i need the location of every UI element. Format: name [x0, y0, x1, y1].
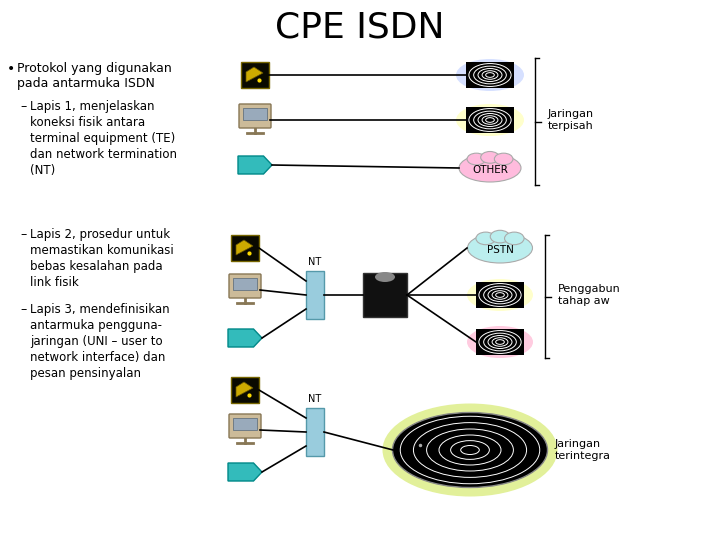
Text: Penggabun
tahap aw: Penggabun tahap aw	[558, 284, 621, 306]
FancyBboxPatch shape	[476, 282, 524, 308]
Ellipse shape	[476, 232, 495, 245]
FancyBboxPatch shape	[363, 273, 407, 317]
FancyBboxPatch shape	[241, 62, 269, 88]
Ellipse shape	[467, 326, 533, 358]
FancyBboxPatch shape	[466, 62, 514, 88]
Ellipse shape	[467, 279, 533, 311]
Ellipse shape	[467, 153, 486, 165]
Text: Lapis 3, mendefinisikan
antarmuka pengguna-
jaringan (UNI – user to
network inte: Lapis 3, mendefinisikan antarmuka penggu…	[30, 303, 170, 380]
Text: Lapis 1, menjelaskan
koneksi fisik antara
terminal equipment (TE)
dan network te: Lapis 1, menjelaskan koneksi fisik antar…	[30, 100, 177, 177]
Text: –: –	[20, 100, 26, 113]
Text: –: –	[20, 303, 26, 316]
Ellipse shape	[382, 403, 557, 496]
Text: OTHER: OTHER	[472, 165, 508, 175]
Text: –: –	[20, 228, 26, 241]
Ellipse shape	[495, 153, 513, 165]
FancyBboxPatch shape	[233, 418, 257, 430]
Text: NT: NT	[308, 257, 322, 267]
Text: Jaringan
terpisah: Jaringan terpisah	[548, 109, 594, 131]
Text: Jaringan
terintegra: Jaringan terintegra	[555, 439, 611, 461]
FancyBboxPatch shape	[306, 408, 324, 456]
Ellipse shape	[505, 232, 524, 245]
Polygon shape	[238, 156, 272, 174]
Text: Protokol yang digunakan
pada antarmuka ISDN: Protokol yang digunakan pada antarmuka I…	[17, 62, 172, 90]
Ellipse shape	[392, 413, 547, 488]
FancyBboxPatch shape	[233, 278, 257, 290]
Text: •: •	[7, 62, 15, 76]
FancyBboxPatch shape	[243, 108, 267, 120]
Text: PSTN: PSTN	[487, 245, 513, 255]
Polygon shape	[228, 463, 262, 481]
Ellipse shape	[459, 154, 521, 182]
Polygon shape	[236, 382, 253, 397]
FancyBboxPatch shape	[476, 329, 524, 355]
FancyBboxPatch shape	[231, 377, 259, 403]
Ellipse shape	[375, 272, 395, 282]
Ellipse shape	[456, 59, 524, 91]
Polygon shape	[236, 240, 253, 255]
Ellipse shape	[467, 233, 533, 263]
FancyBboxPatch shape	[231, 235, 259, 261]
Text: Lapis 2, prosedur untuk
memastikan komunikasi
bebas kesalahan pada
link fisik: Lapis 2, prosedur untuk memastikan komun…	[30, 228, 174, 289]
Ellipse shape	[456, 104, 524, 136]
Text: NT: NT	[308, 394, 322, 404]
Polygon shape	[228, 329, 262, 347]
Ellipse shape	[490, 230, 510, 243]
FancyBboxPatch shape	[229, 274, 261, 298]
FancyBboxPatch shape	[239, 104, 271, 128]
Polygon shape	[246, 67, 263, 82]
FancyBboxPatch shape	[306, 271, 324, 319]
Text: CPE ISDN: CPE ISDN	[275, 11, 445, 45]
FancyBboxPatch shape	[466, 107, 514, 133]
Ellipse shape	[481, 152, 499, 163]
FancyBboxPatch shape	[229, 414, 261, 438]
